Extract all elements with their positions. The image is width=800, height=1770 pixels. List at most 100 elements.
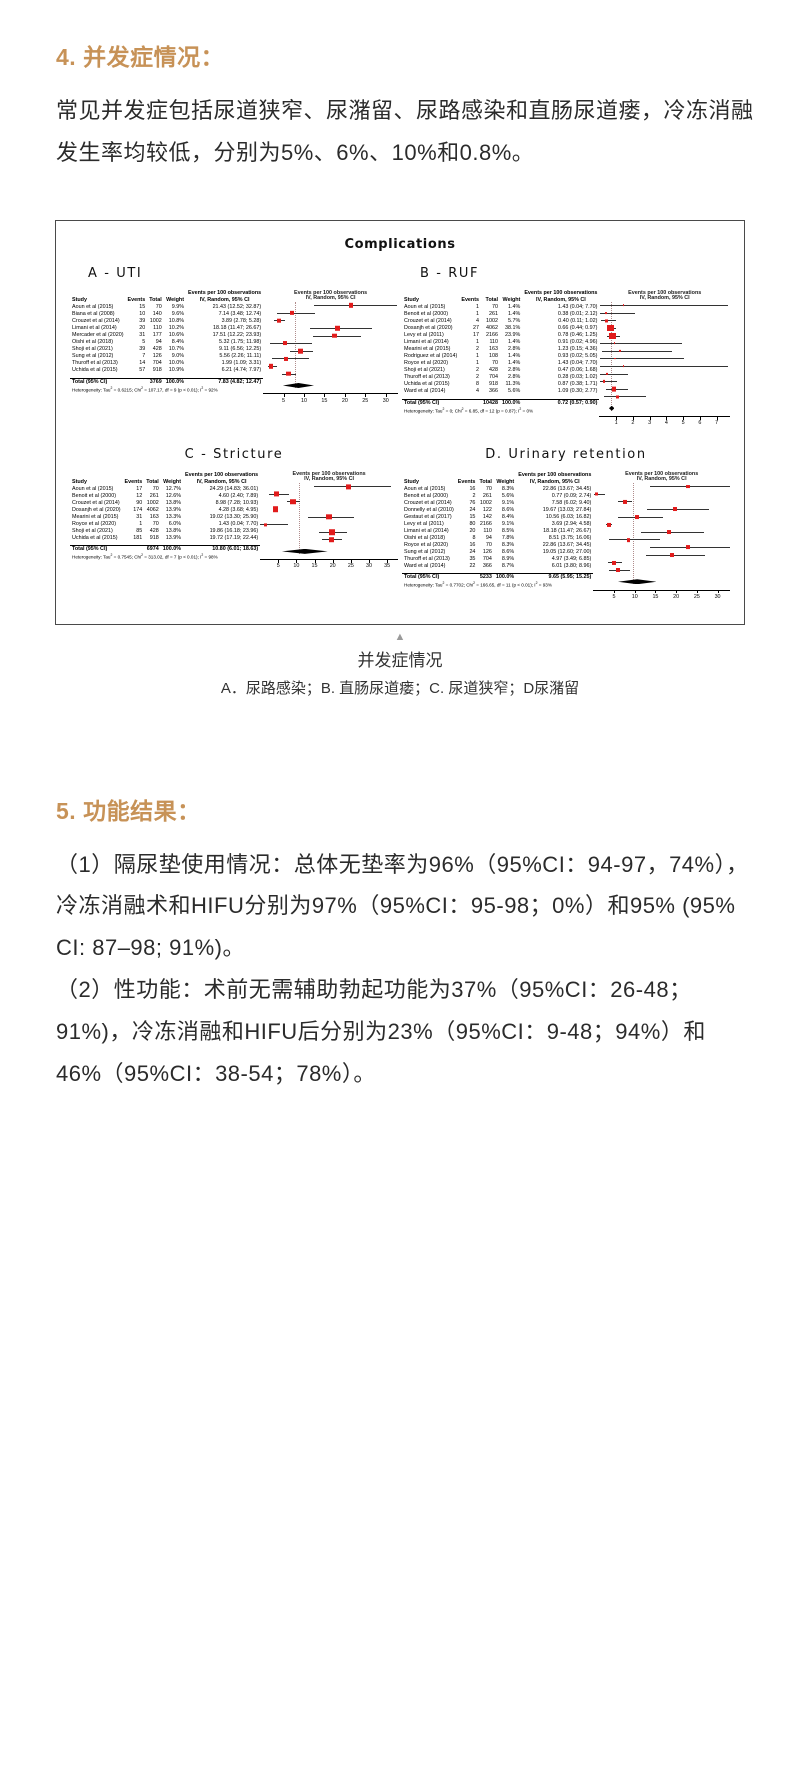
confidence-interval-line: [605, 388, 629, 390]
confidence-interval-line: [649, 486, 730, 487]
cell-total: 70: [492, 360, 499, 367]
cell-total: 366: [482, 562, 492, 569]
cell-weight: 2.8%: [508, 367, 521, 374]
confidence-interval-line: [593, 493, 605, 495]
cell-ci: 0.28 (0.03; 1.02): [557, 374, 598, 381]
forest-row-marker: [593, 536, 730, 543]
forest-row-marker: [593, 506, 730, 513]
col-header-ci-1: Events per 100 observations: [524, 290, 598, 297]
axis-tick: [368, 559, 370, 563]
col-header-study: Study: [404, 478, 419, 485]
axis-tick-label: 30: [714, 593, 721, 600]
cell-ci: 1.43 (0.04; 7.70): [557, 360, 598, 367]
cell-total: 126: [482, 548, 492, 555]
table-row: Limani et al (2014) 1 110 1.4% 0.91 (0.02; 4…: [402, 340, 599, 347]
cell-weight: 8.5%: [501, 527, 515, 534]
table-row: Gestaut et al (2017) 15 142 8.4% 10.56 (6.03…: [402, 514, 593, 521]
col-header-ci-2: IV, Random, 95% CI: [529, 478, 580, 485]
cell-total: 94: [155, 339, 162, 346]
cell-total: 70: [152, 485, 159, 492]
axis-tick-label: 4: [664, 420, 668, 427]
cell-study: Aoun et al (2015): [404, 304, 446, 311]
cell-total-label: Total (95% CI): [402, 399, 460, 408]
effect-size-box: [611, 560, 616, 565]
cell-ci: 0.93 (0.02; 5.05): [557, 353, 598, 360]
cell-study: Ward et al (2014): [404, 388, 446, 395]
cell-study: Aoun et al (2015): [72, 485, 114, 492]
cell-events: 22: [469, 562, 476, 569]
paragraph: 常见并发症包括尿道狭窄、尿潴留、尿路感染和直肠尿道瘘，冷冻消融发生率均较低，分别…: [56, 98, 754, 165]
cell-total: 142: [482, 513, 492, 520]
axis-tick: [365, 393, 366, 397]
cell-events: 10: [139, 311, 146, 318]
section-heading-5: 5. 功能结果：: [56, 797, 201, 824]
cell-events: 17: [136, 485, 143, 492]
forest-row-marker: [260, 521, 398, 528]
cell-total: 70: [492, 304, 499, 311]
cell-study: Royce et al (2020): [72, 520, 117, 527]
axis-tick-label: 15: [652, 593, 659, 600]
col-header-events: Events: [124, 478, 143, 485]
confidence-interval-line: [599, 312, 635, 314]
cell-total: 704: [489, 374, 499, 381]
axis-tick-label: 10: [300, 397, 307, 404]
cell-study: Benoit et al (2000): [404, 311, 449, 318]
effect-size-box: [622, 499, 627, 504]
forest-row-marker: [599, 386, 730, 393]
plot-header: Events per 100 observations IV, Random, 9…: [263, 289, 398, 302]
table-row: Limani et al (2014) 20 110 10.2% 18.18 (11.4…: [70, 326, 263, 333]
cell-ci: 0.87 (0.38; 1.71): [557, 381, 598, 388]
forest-row-marker: [593, 483, 730, 490]
col-header-total: Total: [149, 297, 162, 304]
cell-total: 163: [149, 513, 159, 520]
forest-row-marker: [593, 551, 730, 558]
effect-size-box: [606, 522, 611, 527]
effect-size-box: [604, 319, 608, 323]
confidence-interval-line: [272, 358, 309, 359]
axis-tick: [676, 590, 677, 594]
cell-weight: 12.6%: [165, 492, 182, 499]
forest-row-marker: [599, 325, 730, 332]
cell-events: 16: [469, 541, 476, 548]
effect-size-box: [298, 348, 303, 354]
figure-caption-sub: A．尿路感染；B. 直肠尿道瘘；C. 尿道狭窄；D尿潴留: [220, 680, 580, 698]
plot-header-l1: Events per 100 observations: [294, 289, 368, 296]
confidence-interval-line: [310, 327, 373, 329]
cell-ci: 8.98 (7.28; 10.93): [215, 499, 259, 506]
cell-ci: 0.40 (0.11; 1.02): [558, 318, 598, 325]
forest-row-marker: [260, 506, 398, 513]
cell-ci: 18.18 (11.47; 26.67): [212, 325, 262, 332]
cell-weight: 10.6%: [168, 332, 185, 339]
panel-title: A - UTI: [88, 265, 143, 281]
cell-events: 39: [139, 346, 146, 353]
effect-size-box: [611, 386, 617, 392]
cell-total: 110: [483, 527, 492, 534]
confidence-interval-line: [647, 509, 709, 510]
cell-weight: 1.4%: [508, 304, 521, 311]
cell-events: 90: [136, 499, 143, 506]
forest-panel-4: D. Urinary retention Events per 100 obser…: [400, 437, 732, 611]
effect-size-box: [286, 371, 291, 377]
effect-size-box: [326, 514, 332, 520]
table-row: Royce et al (2020) 1 70 6.0% 1.43 (0.04; 7.7…: [70, 521, 260, 528]
forest-row-marker: [593, 529, 730, 536]
col-header-study: Study: [72, 297, 87, 304]
heterogeneity-text: Heterogeneity: Tau2 = 0.6215; Chi2 = 107…: [72, 385, 218, 393]
axis-tick-label: 10: [631, 593, 638, 600]
axis-tick: [387, 559, 388, 563]
cell-total-events: [459, 399, 482, 408]
pooled-estimate-row: [263, 382, 398, 389]
cell-events: 12: [136, 492, 143, 499]
heterogeneity-text: Heterogeneity: Tau2 = 0; Chi2 = 6.85, df…: [404, 406, 534, 414]
col-header-weight: Weight: [502, 297, 521, 304]
cell-events: 1: [476, 360, 480, 367]
cell-events: 15: [139, 304, 146, 311]
forest-row-marker: [593, 544, 730, 551]
effect-size-box: [348, 303, 353, 308]
table-row: Crouzet et al (2014) 4 1002 5.7% 0.40 (0.11;…: [402, 319, 599, 326]
effect-size-box: [289, 499, 296, 505]
cell-study: Thuroff et al (2013): [72, 360, 118, 367]
figure-caption-main: 并发症情况: [357, 651, 443, 671]
cell-study: Ward et al (2014): [404, 562, 446, 569]
forest-row-marker: [599, 370, 730, 377]
